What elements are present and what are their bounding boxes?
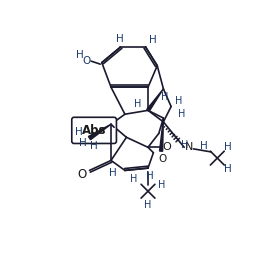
FancyBboxPatch shape bbox=[72, 117, 116, 143]
Text: O: O bbox=[159, 154, 167, 164]
Text: O: O bbox=[82, 56, 91, 66]
Text: H: H bbox=[109, 168, 117, 178]
Text: H: H bbox=[75, 127, 83, 137]
Text: H: H bbox=[144, 200, 152, 210]
Text: H: H bbox=[158, 180, 166, 190]
Polygon shape bbox=[147, 89, 163, 111]
Text: H: H bbox=[175, 96, 182, 106]
Text: H: H bbox=[199, 141, 207, 151]
Text: H: H bbox=[134, 99, 142, 109]
Polygon shape bbox=[88, 124, 111, 140]
Text: H: H bbox=[224, 164, 232, 174]
Text: H: H bbox=[146, 171, 154, 181]
Polygon shape bbox=[160, 118, 163, 151]
Text: H: H bbox=[80, 138, 87, 148]
Text: H: H bbox=[116, 34, 124, 44]
Text: H: H bbox=[131, 174, 138, 184]
Text: O: O bbox=[162, 142, 171, 152]
Text: H: H bbox=[76, 50, 84, 60]
Text: H: H bbox=[90, 141, 98, 151]
Text: H: H bbox=[161, 91, 169, 101]
Text: H: H bbox=[178, 109, 186, 119]
Text: H: H bbox=[181, 140, 189, 150]
Text: Abs: Abs bbox=[82, 124, 106, 137]
Text: H: H bbox=[149, 34, 156, 44]
Text: H: H bbox=[224, 142, 232, 152]
Text: O: O bbox=[77, 168, 87, 181]
Text: N: N bbox=[184, 142, 193, 152]
